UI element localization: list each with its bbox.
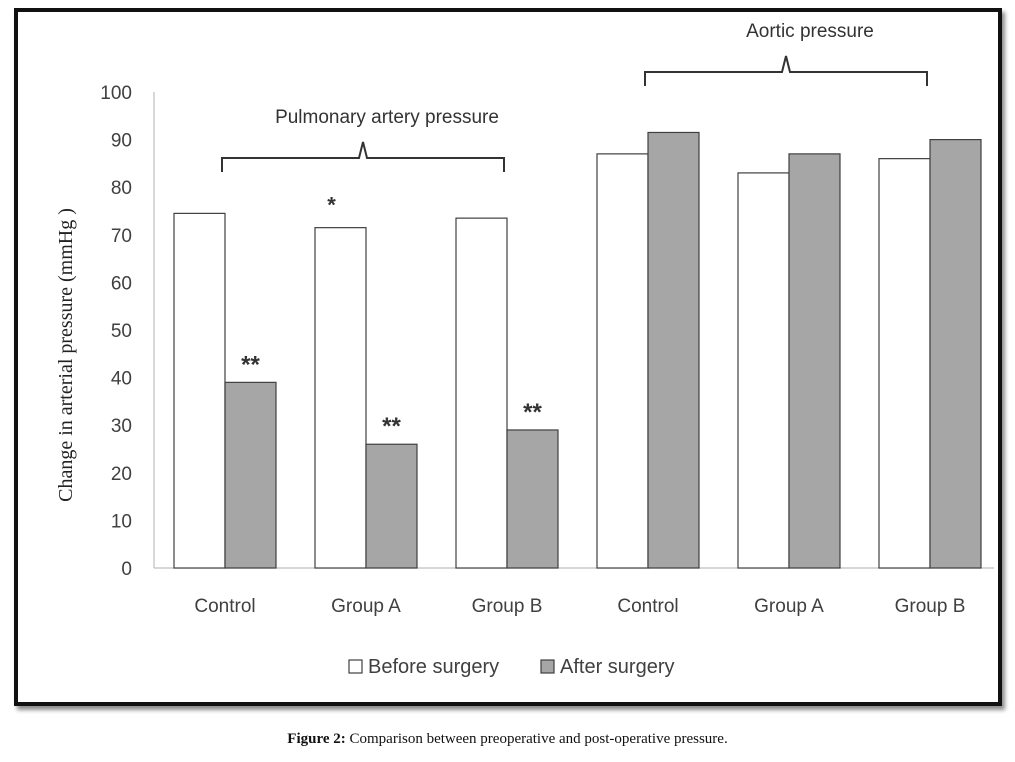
bar-after-surgery <box>365 443 418 569</box>
y-tick-label: 60 <box>111 273 132 294</box>
bar-after-surgery <box>506 429 559 569</box>
y-tick-label: 70 <box>111 226 132 247</box>
y-tick-label: 30 <box>111 416 132 437</box>
x-tick-label: Group A <box>754 596 824 617</box>
y-tick-label: 40 <box>111 369 132 390</box>
y-tick-label: 20 <box>111 464 132 485</box>
y-axis-title: Change in arterial pressure (mmHg ) <box>55 208 77 502</box>
figure-caption-text: Comparison between preoperative and post… <box>349 731 728 747</box>
bar-before-surgery <box>455 217 508 569</box>
bar-before-surgery <box>737 172 790 569</box>
legend-label: Before surgery <box>368 656 499 678</box>
significance-marker: ** <box>382 413 401 440</box>
legend-swatch <box>540 659 555 674</box>
bar-after-surgery <box>929 139 982 569</box>
group-label: Pulmonary artery pressure <box>275 107 499 128</box>
legend-swatch <box>348 659 363 674</box>
x-tick-label: Control <box>194 596 255 617</box>
bar-before-surgery <box>173 212 226 569</box>
group-label: Aortic pressure <box>746 21 874 42</box>
figure-caption: Figure 2: Comparison between preoperativ… <box>0 731 1015 748</box>
x-tick-label: Control <box>617 596 678 617</box>
bar-after-surgery <box>788 153 841 569</box>
legend-label: After surgery <box>560 656 674 678</box>
figure-caption-label: Figure 2: <box>287 731 346 747</box>
y-tick-label: 10 <box>111 511 132 532</box>
bar-before-surgery <box>596 153 649 569</box>
y-tick-label: 80 <box>111 178 132 199</box>
significance-marker: ** <box>241 351 260 378</box>
y-tick-label: 100 <box>100 83 132 104</box>
significance-marker: * <box>327 193 336 218</box>
group-bracket <box>644 55 928 86</box>
significance-marker: ** <box>523 399 542 426</box>
x-tick-label: Group B <box>472 596 543 617</box>
bar-before-surgery <box>878 158 931 569</box>
y-tick-label: 50 <box>111 321 132 342</box>
group-bracket <box>221 141 505 172</box>
bar-after-surgery <box>224 381 277 569</box>
y-tick-label: 90 <box>111 131 132 152</box>
bar-before-surgery <box>314 227 367 569</box>
x-tick-label: Group A <box>331 596 401 617</box>
x-tick-label: Group B <box>895 596 966 617</box>
y-tick-label: 0 <box>121 559 132 580</box>
bar-after-surgery <box>647 131 700 569</box>
